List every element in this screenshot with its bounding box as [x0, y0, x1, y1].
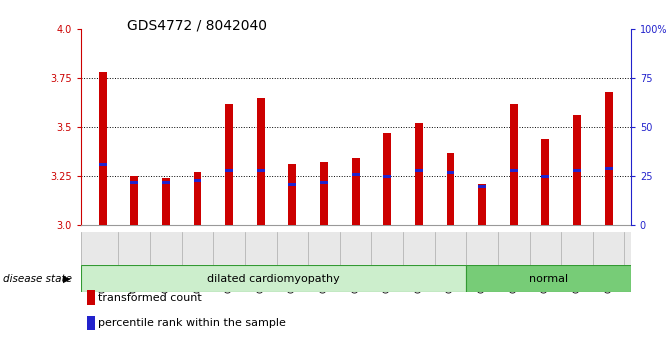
Bar — [193, 179, 201, 182]
Bar — [383, 175, 391, 178]
Bar — [130, 176, 138, 225]
Bar — [415, 123, 423, 225]
Bar — [320, 181, 328, 184]
Bar — [289, 183, 297, 186]
Bar — [383, 133, 391, 225]
Text: ▶: ▶ — [63, 274, 70, 284]
Bar — [289, 164, 297, 225]
Bar — [130, 181, 138, 184]
Bar — [510, 103, 518, 225]
Bar — [478, 185, 486, 188]
Bar — [99, 72, 107, 225]
Bar — [320, 162, 328, 225]
Bar — [99, 163, 107, 166]
Bar — [225, 103, 233, 225]
Bar — [605, 167, 613, 170]
Text: GDS4772 / 8042040: GDS4772 / 8042040 — [127, 18, 268, 32]
Text: percentile rank within the sample: percentile rank within the sample — [98, 318, 286, 328]
Text: dilated cardiomyopathy: dilated cardiomyopathy — [207, 274, 340, 284]
Bar — [352, 173, 360, 176]
Bar — [478, 184, 486, 225]
Bar — [510, 169, 518, 172]
Bar — [225, 169, 233, 172]
Bar — [573, 115, 581, 225]
Text: disease state: disease state — [3, 274, 72, 284]
Bar — [541, 175, 550, 178]
Bar — [81, 265, 466, 292]
Bar — [466, 265, 631, 292]
Text: transformed count: transformed count — [98, 293, 202, 303]
Text: normal: normal — [529, 274, 568, 284]
Bar — [193, 172, 201, 225]
Bar — [162, 178, 170, 225]
Bar — [541, 139, 550, 225]
Bar — [446, 171, 454, 174]
Bar — [162, 181, 170, 184]
Bar — [573, 169, 581, 172]
Bar — [257, 169, 265, 172]
Bar — [352, 158, 360, 225]
Bar — [446, 152, 454, 225]
Bar — [257, 98, 265, 225]
Bar — [415, 169, 423, 172]
Bar — [605, 92, 613, 225]
